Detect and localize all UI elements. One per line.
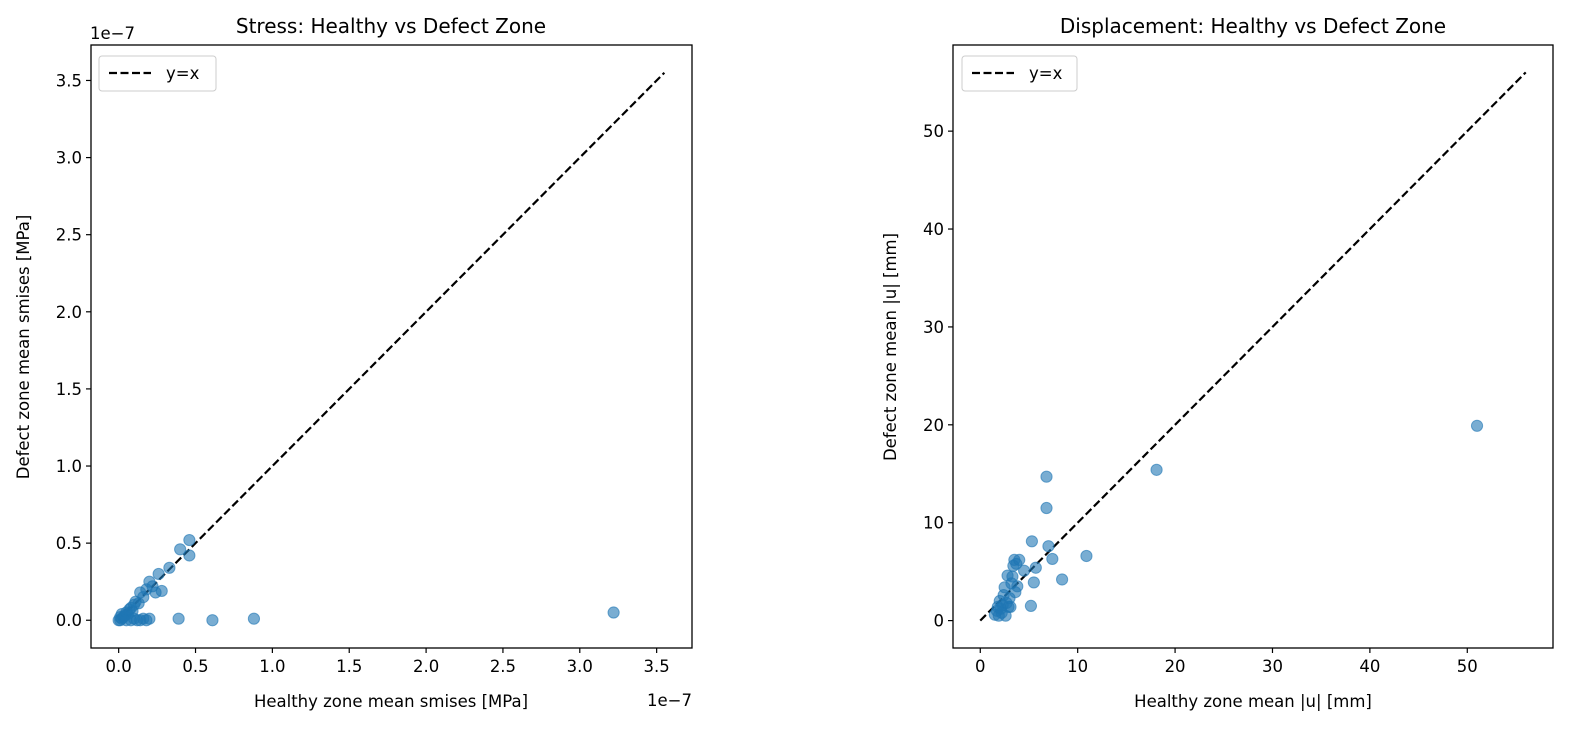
- stress-data-point: [155, 584, 168, 598]
- displacement-data-point: [1055, 573, 1069, 586]
- stress-x-tick-label: 0.5: [182, 657, 208, 676]
- displacement-legend-box: [961, 55, 1078, 92]
- stress-y-tick-label: 2.0: [56, 303, 82, 322]
- displacement-reference-line: [979, 71, 1527, 622]
- displacement-y-ticks: 0 10 20 30 40 50: [923, 122, 953, 631]
- displacement-data-point: [1040, 501, 1053, 515]
- displacement-y-tick-label: 20: [923, 416, 944, 435]
- stress-reference-line: [117, 71, 666, 622]
- displacement-x-tick-label: 30: [1262, 657, 1283, 676]
- stress-y-ticks: 0.0 0.5 1.0 1.5 2.0 2.5 3.0 3.5: [56, 71, 91, 630]
- stress-data-point: [163, 561, 176, 574]
- stress-data-point: [172, 612, 185, 625]
- displacement-data-point: [1029, 561, 1042, 574]
- displacement-points: [988, 419, 1484, 622]
- displacement-data-point: [1046, 552, 1059, 566]
- panel-displacement: Displacement: Healthy vs Defect Zone Hea…: [881, 14, 1554, 711]
- stress-data-point: [174, 543, 187, 556]
- displacement-y-tick-label: 40: [923, 220, 944, 239]
- displacement-data-point: [1080, 549, 1093, 563]
- displacement-data-point: [1024, 599, 1038, 613]
- stress-x-tick-label: 2.5: [490, 657, 516, 676]
- displacement-legend-label: y=x: [1029, 64, 1063, 83]
- panel-stress: Stress: Healthy vs Defect Zone 1e−7 1e−7…: [14, 14, 693, 711]
- stress-x-tick-label: 0.0: [106, 657, 132, 676]
- stress-x-tick-label: 3.5: [644, 657, 670, 676]
- displacement-data-point: [1004, 600, 1017, 613]
- displacement-data-point: [1018, 564, 1031, 577]
- displacement-y-tick-label: 10: [923, 514, 944, 533]
- stress-y-tick-label: 1.5: [56, 380, 82, 399]
- stress-legend-box: [98, 55, 217, 92]
- displacement-x-tick-label: 10: [1067, 657, 1088, 676]
- stress-chart-title: Stress: Healthy vs Defect Zone: [236, 14, 546, 38]
- stress-data-point: [143, 612, 156, 625]
- stress-x-tick-label: 3.0: [567, 657, 593, 676]
- displacement-x-tick-label: 0: [975, 657, 986, 676]
- displacement-data-point: [1025, 535, 1038, 548]
- displacement-data-point: [1013, 553, 1026, 566]
- displacement-x-ticks: 0 10 20 30 40 50: [975, 648, 1478, 676]
- stress-y-offset-label: 1e−7: [90, 24, 135, 43]
- stress-plot-frame: [90, 44, 693, 649]
- stress-x-tick-label: 1.0: [259, 657, 285, 676]
- displacement-y-tick-label: 0: [934, 612, 945, 631]
- stress-y-tick-label: 0.5: [56, 534, 82, 553]
- displacement-y-axis-label: Defect zone mean |u| [mm]: [881, 233, 900, 461]
- displacement-x-tick-label: 20: [1165, 657, 1186, 676]
- displacement-data-point: [1040, 470, 1053, 483]
- displacement-data-point: [1470, 419, 1484, 432]
- stress-x-offset-label: 1e−7: [647, 691, 692, 710]
- stress-x-tick-label: 2.0: [413, 657, 439, 676]
- stress-y-tick-label: 3.5: [56, 71, 82, 90]
- stress-y-axis-label: Defect zone mean smises [MPa]: [14, 215, 33, 480]
- displacement-x-tick-label: 40: [1359, 657, 1380, 676]
- stress-points: [112, 533, 620, 627]
- stress-y-tick-label: 1.0: [56, 457, 82, 476]
- stress-data-point: [183, 533, 196, 547]
- displacement-data-point: [1011, 580, 1024, 593]
- stress-y-tick-label: 0.0: [56, 611, 82, 630]
- stress-x-ticks: 0.0 0.5 1.0 1.5 2.0 2.5 3.0 3.5: [106, 648, 670, 676]
- displacement-y-equals-x-line: [979, 71, 1527, 622]
- displacement-y-tick-label: 50: [923, 122, 944, 141]
- stress-legend-label: y=x: [166, 64, 200, 83]
- stress-data-point: [152, 567, 165, 581]
- displacement-x-axis-label: Healthy zone mean |u| [mm]: [1134, 692, 1372, 711]
- displacement-x-tick-label: 50: [1457, 657, 1478, 676]
- displacement-data-point: [1027, 576, 1040, 589]
- stress-data-point: [183, 549, 196, 562]
- displacement-chart-title: Displacement: Healthy vs Defect Zone: [1060, 14, 1446, 38]
- displacement-legend: y=x: [961, 55, 1078, 92]
- stress-y-tick-label: 3.0: [56, 149, 82, 168]
- displacement-data-point: [1150, 463, 1163, 476]
- stress-data-point: [206, 614, 219, 627]
- stress-data-point: [247, 612, 261, 625]
- stress-y-equals-x-line: [117, 71, 666, 622]
- stress-x-tick-label: 1.5: [336, 657, 362, 676]
- displacement-data-point: [1042, 540, 1055, 553]
- stress-data-point: [607, 606, 620, 619]
- stress-x-axis-label: Healthy zone mean smises [MPa]: [254, 692, 528, 711]
- stress-legend: y=x: [98, 55, 217, 92]
- displacement-plot-frame: [952, 44, 1554, 649]
- stress-y-tick-label: 2.5: [56, 226, 82, 245]
- displacement-y-tick-label: 30: [923, 318, 944, 337]
